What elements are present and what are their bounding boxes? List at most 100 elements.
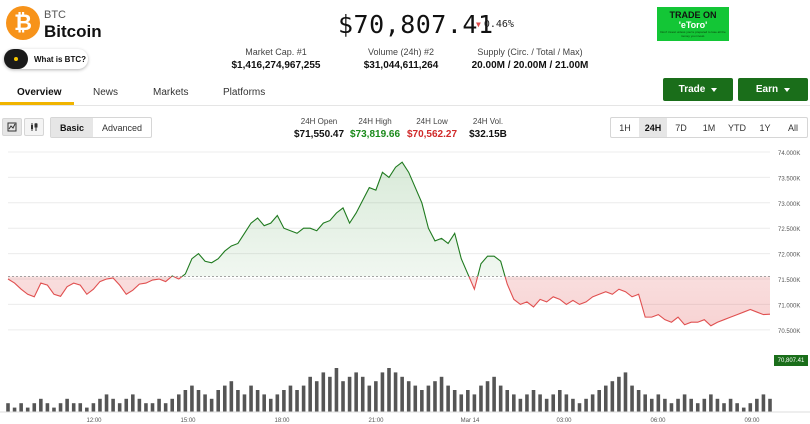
trade-label: Trade: [678, 84, 706, 95]
volume-bar: [433, 381, 437, 412]
volume-bar: [446, 385, 450, 412]
volume-bar: [203, 394, 207, 412]
volume-bar: [518, 398, 523, 412]
volume-bar: [321, 372, 326, 412]
volume-bar: [531, 390, 536, 412]
y-tick-label: 72.500K: [778, 227, 800, 233]
range-24h[interactable]: 24H: [639, 118, 667, 137]
advanced-view-button[interactable]: Advanced: [102, 122, 143, 133]
volume-bar: [406, 381, 411, 412]
volume-bar: [597, 390, 601, 412]
range-1m[interactable]: 1M: [702, 122, 716, 133]
ohl-value: $73,819.66: [350, 129, 401, 140]
stat-value: $31,044,611,264: [363, 60, 439, 71]
chevron-down-icon: [784, 87, 791, 92]
x-tick-label: 09:00: [744, 418, 760, 424]
trade-button[interactable]: Trade: [663, 78, 733, 101]
price-area-down: [8, 276, 770, 326]
volume-bar: [183, 390, 188, 412]
volume-24h-stat: 24H Vol. $32.15B: [468, 117, 508, 140]
volume-bar: [268, 398, 273, 412]
volume-bar: [65, 398, 69, 412]
x-tick-label: 15:00: [180, 418, 196, 424]
volume-bar: [735, 403, 739, 412]
tab-markets[interactable]: Markets: [153, 87, 189, 98]
volume-bar: [505, 390, 510, 412]
volume-bar: [144, 403, 148, 412]
volume-bar: [275, 394, 280, 412]
volume-bar: [255, 390, 260, 412]
volume-bar: [420, 390, 424, 412]
candle-chart-toggle[interactable]: [24, 118, 44, 136]
ohl-label: 24H High: [358, 117, 392, 126]
volume-bar: [314, 381, 319, 412]
down-arrow-icon: ▼: [476, 20, 481, 29]
ad-disclaimer: Don't invest unless you're prepared to l…: [660, 30, 726, 38]
coin-symbol: BTC: [44, 9, 66, 21]
line-chart-toggle[interactable]: [2, 118, 22, 136]
volume-bar: [656, 394, 661, 412]
volume-bar: [636, 390, 641, 412]
tab-news[interactable]: News: [93, 87, 119, 98]
stat-label: Volume (24h) #2: [367, 47, 435, 57]
volume-bar: [308, 376, 312, 412]
volume-bar: [229, 381, 234, 412]
supply-stat: Supply (Circ. / Total / Max) 20.00M / 20…: [466, 47, 594, 71]
volume-bar: [341, 381, 345, 412]
volume-bar: [288, 385, 293, 412]
coin-name: Bitcoin: [44, 22, 102, 41]
what-is-label: What is BTC?: [34, 54, 86, 64]
volume-bar: [682, 394, 687, 412]
volume-bar: [328, 376, 332, 412]
volume-bar: [610, 381, 615, 412]
line-chart-icon: [7, 122, 17, 132]
range-all[interactable]: All: [787, 122, 798, 133]
volume-bar: [25, 407, 30, 412]
earn-label: Earn: [755, 84, 779, 95]
volume-bar: [741, 407, 746, 412]
ohl-value: $71,550.47: [294, 129, 345, 140]
etoro-ad-banner[interactable]: TRADE ON 'eToro' Don't invest unless you…: [657, 7, 729, 41]
y-tick-label: 74.000K: [778, 151, 800, 157]
volume-bar: [617, 376, 621, 412]
volume-bar: [623, 372, 628, 412]
y-tick-label: 73.500K: [778, 176, 800, 182]
volume-bar: [728, 398, 733, 412]
volume-bar: [242, 394, 247, 412]
range-1y[interactable]: 1Y: [759, 122, 771, 133]
tab-overview[interactable]: Overview: [17, 87, 62, 98]
range-ytd[interactable]: YTD: [728, 122, 746, 133]
candlestick-icon: [31, 123, 38, 131]
volume-bar: [479, 385, 483, 412]
x-tick-label: 06:00: [650, 418, 666, 424]
volume-bar: [367, 385, 372, 412]
volume-bar: [498, 385, 503, 412]
what-is-btc-button[interactable]: What is BTC?: [4, 49, 88, 69]
volume-bar: [249, 385, 253, 412]
earn-button[interactable]: Earn: [738, 78, 808, 101]
volume-bar: [558, 390, 562, 412]
x-tick-label: 03:00: [556, 418, 572, 424]
tab-platforms[interactable]: Platforms: [223, 87, 266, 98]
volume-bar: [492, 376, 496, 412]
volume-bar: [295, 390, 299, 412]
volume-bar: [413, 385, 418, 412]
volume-bar: [643, 394, 647, 412]
ohl-label: 24H Low: [416, 117, 448, 126]
range-1h[interactable]: 1H: [619, 122, 631, 133]
volume-bar: [262, 394, 266, 412]
volume-bar: [216, 390, 220, 412]
price-chart[interactable]: 74.000K 73.500K 73.000K 72.500K 72.000K 71.50…: [0, 140, 810, 424]
price-line-down: [7, 276, 771, 327]
volume-bar: [577, 403, 582, 412]
volume-bar: [485, 381, 490, 412]
volume-bar: [676, 398, 680, 412]
volume-bar: [45, 403, 50, 412]
range-7d[interactable]: 7D: [675, 122, 687, 133]
volume-bar: [472, 394, 477, 412]
volume-bar: [32, 403, 37, 412]
basic-view-button[interactable]: Basic: [51, 118, 94, 137]
volume-bar: [236, 390, 240, 412]
volume-bar: [748, 403, 753, 412]
stat-label: Supply (Circ. / Total / Max): [477, 47, 583, 57]
